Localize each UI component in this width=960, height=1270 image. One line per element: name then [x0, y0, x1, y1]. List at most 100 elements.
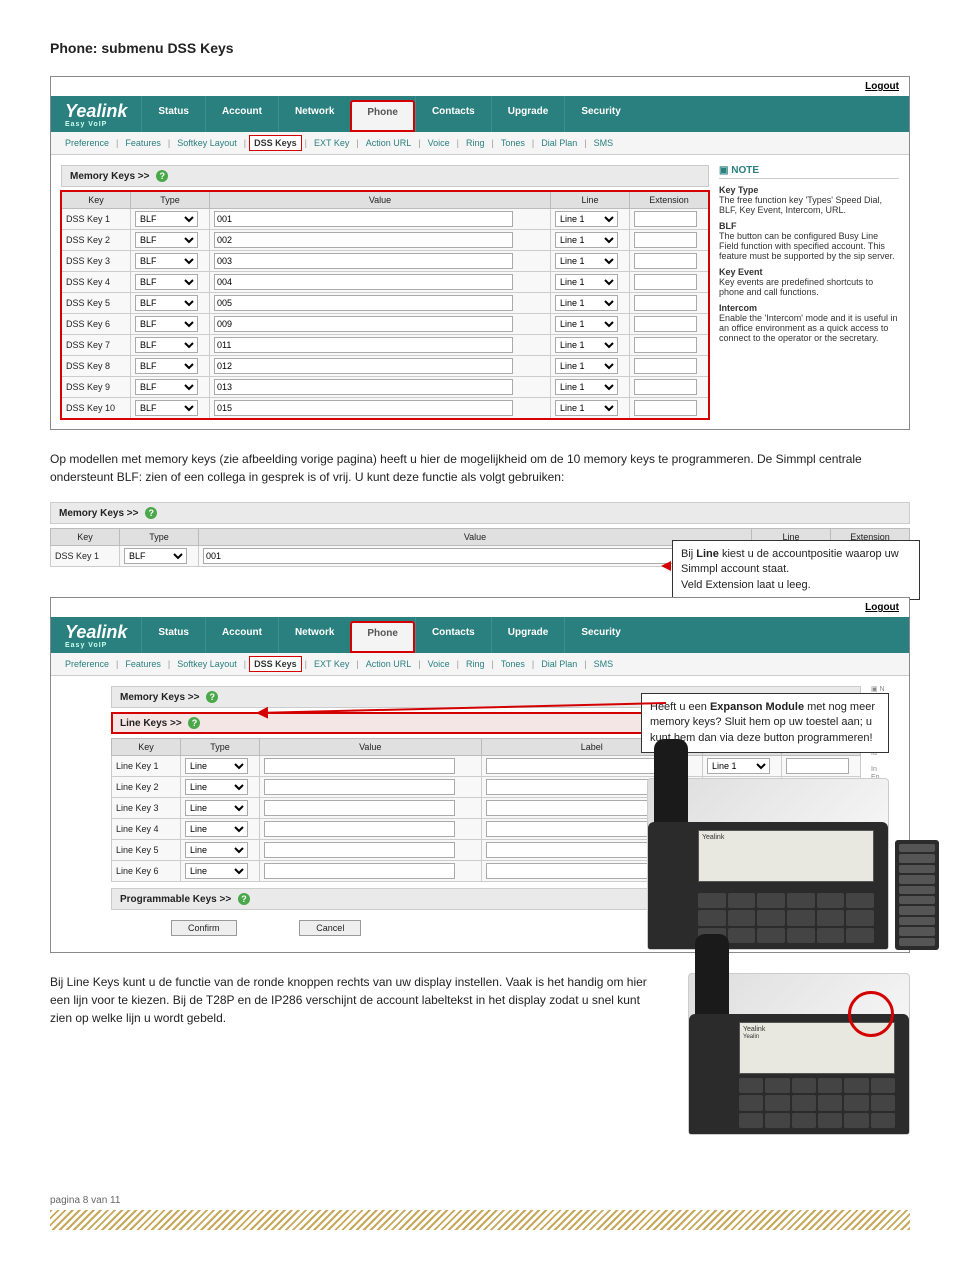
value-input[interactable]	[264, 779, 455, 795]
type-select[interactable]: BLF	[124, 548, 187, 564]
tab-contacts[interactable]: Contacts	[415, 617, 491, 653]
subtab-tones[interactable]: Tones	[497, 136, 529, 150]
type-select[interactable]: Line	[185, 842, 248, 858]
extension-input[interactable]	[634, 316, 697, 332]
extension-input[interactable]	[786, 758, 849, 774]
logout-link[interactable]: Logout	[865, 602, 899, 613]
subtab-dss-keys[interactable]: DSS Keys	[249, 135, 302, 151]
type-select[interactable]: BLF	[135, 274, 198, 290]
type-select[interactable]: BLF	[135, 253, 198, 269]
type-select[interactable]: BLF	[135, 295, 198, 311]
tab-account[interactable]: Account	[205, 617, 278, 653]
help-icon[interactable]: ?	[156, 170, 168, 182]
tab-security[interactable]: Security	[564, 617, 636, 653]
line-select[interactable]: Line 1	[555, 211, 618, 227]
type-select[interactable]: BLF	[135, 400, 198, 416]
value-input[interactable]	[264, 758, 455, 774]
memory-keys-section-single[interactable]: Memory Keys >> ?	[50, 502, 910, 524]
value-input[interactable]	[214, 379, 513, 395]
line-select[interactable]: Line 1	[555, 274, 618, 290]
value-input[interactable]	[214, 232, 513, 248]
memory-keys-section[interactable]: Memory Keys >> ?	[61, 165, 709, 187]
value-input[interactable]	[214, 337, 513, 353]
value-input[interactable]	[214, 211, 513, 227]
extension-input[interactable]	[634, 232, 697, 248]
value-input[interactable]	[214, 295, 513, 311]
subtab-ring[interactable]: Ring	[462, 136, 489, 150]
type-select[interactable]: BLF	[135, 358, 198, 374]
value-input[interactable]	[264, 821, 455, 837]
extension-input[interactable]	[634, 358, 697, 374]
value-input[interactable]	[214, 358, 513, 374]
type-select[interactable]: BLF	[135, 379, 198, 395]
line-select[interactable]: Line 1	[555, 253, 618, 269]
extension-input[interactable]	[634, 211, 697, 227]
extension-input[interactable]	[634, 253, 697, 269]
value-input[interactable]	[214, 400, 513, 416]
extension-input[interactable]	[634, 337, 697, 353]
subtab-softkey-layout[interactable]: Softkey Layout	[173, 136, 241, 150]
tab-status[interactable]: Status	[141, 96, 205, 132]
subtab-ext-key[interactable]: EXT Key	[310, 657, 353, 671]
label-input[interactable]	[486, 758, 677, 774]
value-input[interactable]	[264, 863, 455, 879]
subtab-tones[interactable]: Tones	[497, 657, 529, 671]
extension-input[interactable]	[634, 379, 697, 395]
tab-contacts[interactable]: Contacts	[415, 96, 491, 132]
subtab-dss-keys[interactable]: DSS Keys	[249, 656, 302, 672]
confirm-button[interactable]: Confirm	[171, 920, 237, 936]
tab-upgrade[interactable]: Upgrade	[491, 96, 565, 132]
value-input[interactable]	[214, 253, 513, 269]
extension-input[interactable]	[634, 400, 697, 416]
cancel-button[interactable]: Cancel	[299, 920, 361, 936]
line-select[interactable]: Line 1	[555, 295, 618, 311]
tab-upgrade[interactable]: Upgrade	[491, 617, 565, 653]
extension-input[interactable]	[634, 274, 697, 290]
logout-link[interactable]: Logout	[865, 81, 899, 92]
line-select[interactable]: Line 1	[555, 358, 618, 374]
type-select[interactable]: BLF	[135, 211, 198, 227]
value-input[interactable]	[203, 548, 693, 564]
type-select[interactable]: Line	[185, 779, 248, 795]
subtab-features[interactable]: Features	[121, 657, 165, 671]
type-select[interactable]: Line	[185, 863, 248, 879]
subtab-voice[interactable]: Voice	[424, 136, 454, 150]
subtab-action-url[interactable]: Action URL	[362, 657, 416, 671]
subtab-ext-key[interactable]: EXT Key	[310, 136, 353, 150]
subtab-preference[interactable]: Preference	[61, 657, 113, 671]
type-select[interactable]: Line	[185, 821, 248, 837]
type-select[interactable]: Line	[185, 758, 248, 774]
value-input[interactable]	[264, 800, 455, 816]
help-icon[interactable]: ?	[145, 507, 157, 519]
subtab-preference[interactable]: Preference	[61, 136, 113, 150]
subtab-sms[interactable]: SMS	[590, 657, 618, 671]
type-select[interactable]: BLF	[135, 337, 198, 353]
tab-security[interactable]: Security	[564, 96, 636, 132]
tab-account[interactable]: Account	[205, 96, 278, 132]
subtab-features[interactable]: Features	[121, 136, 165, 150]
value-input[interactable]	[214, 316, 513, 332]
line-select[interactable]: Line 1	[555, 379, 618, 395]
tab-phone[interactable]: Phone	[350, 621, 415, 653]
value-input[interactable]	[264, 842, 455, 858]
subtab-dial-plan[interactable]: Dial Plan	[537, 657, 581, 671]
subtab-sms[interactable]: SMS	[590, 136, 618, 150]
subtab-softkey-layout[interactable]: Softkey Layout	[173, 657, 241, 671]
line-select[interactable]: Line 1	[555, 337, 618, 353]
help-icon[interactable]: ?	[238, 893, 250, 905]
line-select[interactable]: Line 1	[555, 232, 618, 248]
help-icon[interactable]: ?	[206, 691, 218, 703]
extension-input[interactable]	[634, 295, 697, 311]
tab-status[interactable]: Status	[141, 617, 205, 653]
line-select[interactable]: Line 1	[707, 758, 770, 774]
line-select[interactable]: Line 1	[555, 400, 618, 416]
tab-network[interactable]: Network	[278, 617, 350, 653]
type-select[interactable]: BLF	[135, 316, 198, 332]
subtab-dial-plan[interactable]: Dial Plan	[537, 136, 581, 150]
tab-network[interactable]: Network	[278, 96, 350, 132]
subtab-voice[interactable]: Voice	[424, 657, 454, 671]
type-select[interactable]: Line	[185, 800, 248, 816]
help-icon[interactable]: ?	[188, 717, 200, 729]
tab-phone[interactable]: Phone	[350, 100, 415, 132]
line-select[interactable]: Line 1	[555, 316, 618, 332]
